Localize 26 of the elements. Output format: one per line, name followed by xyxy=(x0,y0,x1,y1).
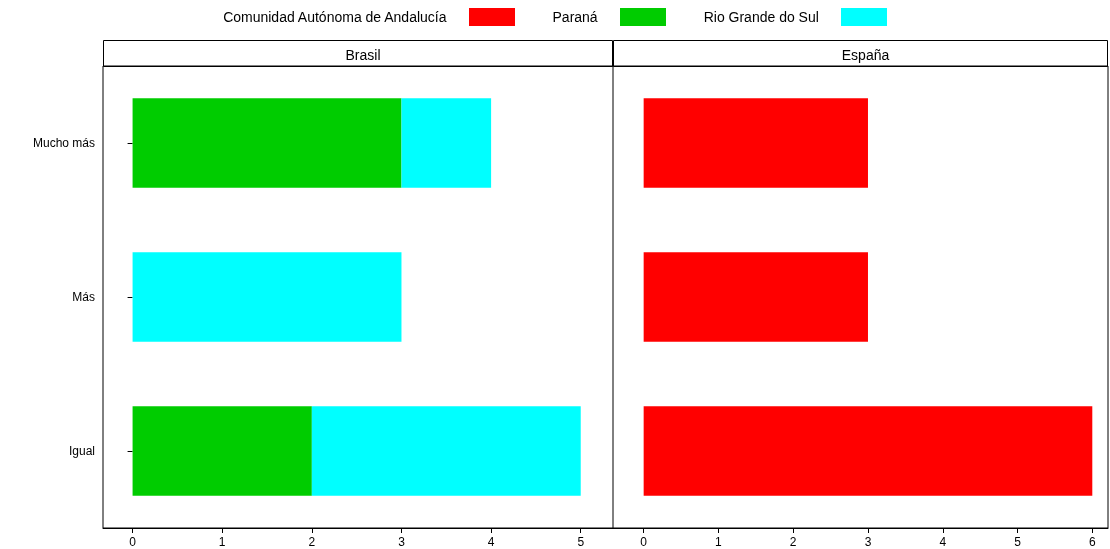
bar xyxy=(401,98,492,188)
bar xyxy=(132,98,402,188)
x-tick-label: 1 xyxy=(715,535,723,549)
x-tick-label: 6 xyxy=(1088,535,1096,549)
legend-label: Comunidad Autónoma de Andalucía xyxy=(223,9,447,25)
legend-label: Rio Grande do Sul xyxy=(703,9,819,25)
bar xyxy=(132,406,312,496)
legend-label: Paraná xyxy=(552,9,598,25)
y-tick-label: Mucho más xyxy=(32,136,95,150)
x-tick-label: 4 xyxy=(939,535,947,549)
x-tick-label: 2 xyxy=(789,535,797,549)
x-tick-label: 5 xyxy=(1014,535,1022,549)
x-tick-label: 3 xyxy=(398,535,406,549)
x-tick-label: 2 xyxy=(308,535,316,549)
x-tick-label: 4 xyxy=(487,535,495,549)
x-tick-label: 5 xyxy=(577,535,585,549)
y-tick-label: Igual xyxy=(68,444,95,458)
x-tick-label: 0 xyxy=(640,535,648,549)
y-tick-label: Más xyxy=(72,290,95,304)
bar xyxy=(311,406,581,496)
x-tick-label: 0 xyxy=(129,535,137,549)
chart-title: Brasil xyxy=(345,47,381,63)
x-tick-label: 1 xyxy=(218,535,226,549)
chart-title: España xyxy=(841,47,890,63)
x-tick-label: 3 xyxy=(864,535,872,549)
bar xyxy=(132,252,402,342)
